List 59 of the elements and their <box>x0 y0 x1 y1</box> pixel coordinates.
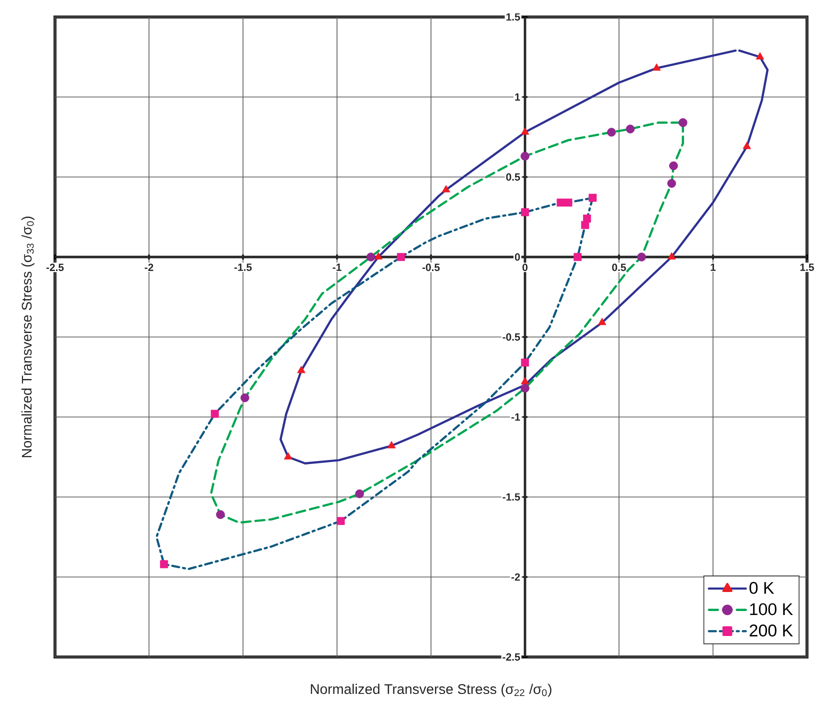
point <box>756 52 764 60</box>
point <box>556 198 565 207</box>
point <box>581 221 590 229</box>
y-tick-label: -1.5 <box>502 493 520 501</box>
point <box>574 253 582 261</box>
point <box>521 208 529 216</box>
x-tick-label: 0 <box>522 264 528 272</box>
point <box>607 128 616 137</box>
x-axis-title: Normalized Transverse Stress (σ$_{22}$ /σ$_{0}$) <box>310 684 552 697</box>
y-tick-label: -2.5 <box>502 653 520 661</box>
y-tick-label: 1.5 <box>506 13 520 21</box>
point <box>520 152 530 161</box>
point <box>588 194 597 202</box>
point <box>521 358 529 367</box>
point <box>336 517 345 525</box>
point <box>297 366 306 374</box>
y-axis-title: Normalized Transverse Stress (σ$_{33}$ /σ$_{0}$) <box>21 216 34 458</box>
point <box>669 161 678 170</box>
point <box>442 185 450 192</box>
y-tick-label: -1 <box>511 413 520 421</box>
point <box>355 489 364 498</box>
point <box>160 560 168 568</box>
y-tick-label: -2 <box>511 573 520 581</box>
point <box>216 510 225 519</box>
point <box>520 384 530 393</box>
point <box>284 452 292 460</box>
x-tick-label: -1 <box>332 264 342 271</box>
point <box>742 142 752 150</box>
point <box>374 252 383 260</box>
line-series <box>280 50 769 464</box>
point <box>637 252 646 262</box>
point <box>626 124 635 134</box>
point <box>396 253 405 261</box>
x-tick-label: -1.5 <box>234 264 252 271</box>
y-tick-label: -0.5 <box>502 333 520 341</box>
point <box>387 441 396 448</box>
x-tick-label: 0.5 <box>612 264 626 272</box>
legend-label: 0 K <box>750 582 774 594</box>
point <box>240 393 250 402</box>
point <box>652 63 661 71</box>
y-tick-label: 0 <box>514 253 520 261</box>
x-tick-label: 1.5 <box>800 264 814 271</box>
point <box>564 198 572 207</box>
point <box>210 410 219 418</box>
legend-label: 100 K <box>750 603 793 616</box>
point <box>520 377 530 384</box>
x-tick-label: -0.5 <box>422 264 440 272</box>
x-tick-label: 1 <box>710 264 716 271</box>
point <box>520 127 530 135</box>
point <box>598 318 606 326</box>
point <box>667 179 676 188</box>
y-tick-label: 1 <box>515 93 520 101</box>
legend-label: 200 K <box>750 624 793 636</box>
x-tick-label: -2.5 <box>46 264 64 272</box>
point <box>366 252 376 262</box>
point <box>667 252 676 260</box>
x-tick-label: -2 <box>144 264 154 271</box>
y-tick-label: 0.5 <box>506 173 520 181</box>
point <box>678 118 688 127</box>
